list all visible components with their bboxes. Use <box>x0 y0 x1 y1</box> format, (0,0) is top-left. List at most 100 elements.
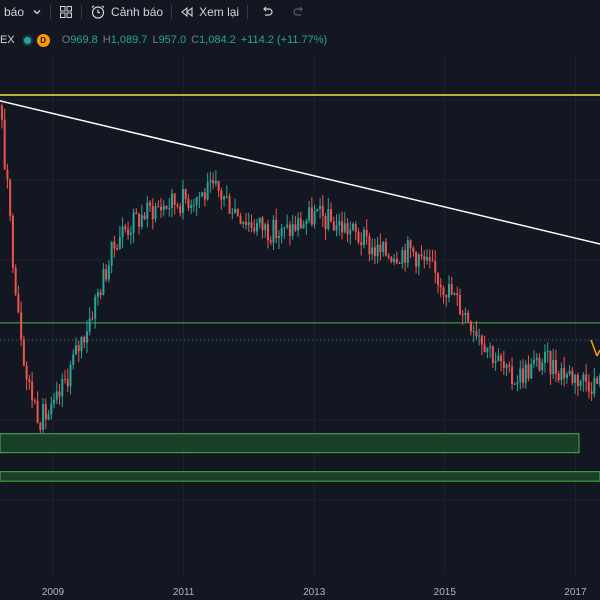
support-zone[interactable] <box>0 471 600 482</box>
trendline[interactable] <box>0 82 600 373</box>
candle-body <box>14 267 17 295</box>
candle-body <box>214 180 217 184</box>
alert-button[interactable]: Cảnh báo <box>86 0 167 23</box>
candle-body <box>453 293 456 295</box>
candle-body <box>467 312 470 322</box>
candle-body <box>409 240 412 249</box>
candle-body <box>390 257 393 262</box>
candle-body <box>316 209 319 212</box>
trendlines <box>0 82 600 373</box>
undo-icon[interactable] <box>256 0 278 23</box>
replay-button[interactable]: Xem lại <box>176 0 243 23</box>
candle-body <box>426 256 429 261</box>
support-zones <box>0 433 600 482</box>
candle-body <box>231 212 234 214</box>
alert-label: Cảnh báo <box>111 4 164 19</box>
candle-body <box>511 366 514 385</box>
support-zone[interactable] <box>0 433 580 454</box>
candle-body <box>431 260 434 262</box>
candle-body <box>33 400 36 402</box>
toolbar-divider <box>171 4 173 19</box>
candle-body <box>118 237 121 249</box>
horizontal-levels <box>0 94 600 324</box>
candle-body <box>420 254 423 257</box>
candle-body <box>116 248 119 250</box>
low-value: 957.0 <box>158 34 187 46</box>
candle-body <box>154 206 157 220</box>
candle-body <box>127 229 130 235</box>
candle-body <box>0 105 3 120</box>
candle-body <box>22 339 25 366</box>
candle-body <box>44 404 47 420</box>
candle-body <box>297 218 300 231</box>
x-tick-label: 2009 <box>42 587 65 598</box>
candle-body <box>489 346 492 348</box>
candle-body <box>412 248 415 252</box>
x-tick-label: 2011 <box>173 587 195 598</box>
candle-body <box>475 331 478 337</box>
candle-body <box>305 220 308 225</box>
candle-body <box>371 247 374 255</box>
candle-body <box>242 221 245 224</box>
candle-body <box>61 378 64 397</box>
candle-body <box>20 312 23 340</box>
price-chart[interactable]: 200920112013201520172019202120232025 <box>0 23 600 600</box>
candle-body <box>302 224 305 229</box>
candle-body <box>568 370 571 375</box>
candle-body <box>387 255 390 258</box>
interval-badge[interactable]: D <box>36 33 50 47</box>
candle-body <box>439 284 442 288</box>
candle-body <box>557 373 560 381</box>
candle-body <box>324 216 327 230</box>
candle-body <box>508 364 511 367</box>
candle-body <box>77 345 80 352</box>
high-value: 1,089.7 <box>110 34 148 46</box>
candle-body <box>346 223 349 235</box>
candle-body <box>593 377 596 394</box>
candle-body <box>80 337 83 352</box>
candle-body <box>105 268 108 280</box>
candle-body <box>286 224 289 228</box>
candle-body <box>310 207 313 225</box>
top-toolbar: báo Cảnh báo Xem lại <box>0 0 600 24</box>
symbol-name[interactable]: báo <box>0 0 28 23</box>
x-tick-label: 2015 <box>434 587 457 598</box>
candle-body <box>349 229 352 235</box>
candle-body <box>69 364 72 387</box>
candle-body <box>28 379 31 382</box>
candle-body <box>434 260 437 273</box>
candle-body <box>39 423 42 430</box>
candle-body <box>343 223 346 233</box>
grid-icon[interactable] <box>55 0 77 23</box>
candle-body <box>505 364 508 368</box>
candle-body <box>83 337 86 343</box>
candle-body <box>321 205 324 217</box>
candle-body <box>132 212 135 233</box>
candle-body <box>491 346 494 363</box>
candle-body <box>362 229 365 246</box>
candle-body <box>299 218 302 229</box>
candle-body <box>255 223 258 232</box>
candle-body <box>94 296 97 319</box>
candle-body <box>261 217 264 231</box>
ohlc-legend: EX D O 969.8 H 1,089.7 L 957.0 C 1,084.2… <box>0 31 327 49</box>
candle-body <box>203 192 206 200</box>
open-value: 969.8 <box>70 34 98 46</box>
candle-body <box>269 240 272 243</box>
candle-body <box>563 368 566 379</box>
candle-body <box>576 374 579 387</box>
candle-body <box>53 399 56 404</box>
candle-body <box>587 381 590 392</box>
candle-body <box>170 193 173 209</box>
candle-body <box>341 221 344 233</box>
chevron-down-icon[interactable] <box>28 0 46 23</box>
redo-icon[interactable] <box>288 0 310 23</box>
candle-body <box>25 365 28 380</box>
candle-body <box>294 224 297 231</box>
candle-body <box>11 215 14 268</box>
candle-body <box>143 215 146 219</box>
candle-body <box>472 331 475 333</box>
candle-body <box>74 345 77 355</box>
candle-body <box>162 205 165 211</box>
candle-body <box>55 391 58 400</box>
